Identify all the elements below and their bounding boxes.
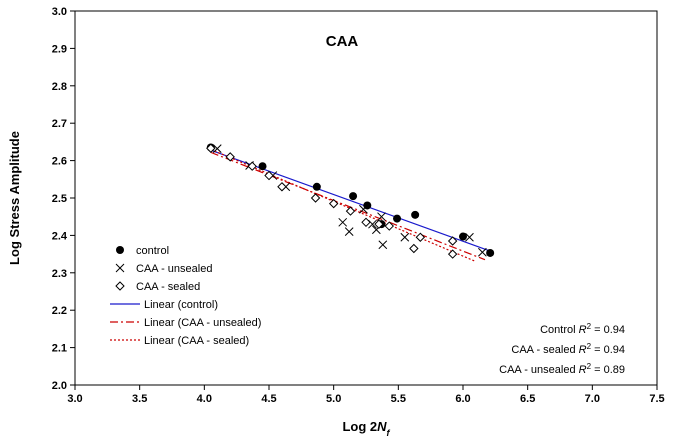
data-point-x xyxy=(359,204,368,214)
data-point-x xyxy=(338,217,348,227)
data-point-open-diamond xyxy=(328,198,339,209)
legend-marker xyxy=(115,281,125,291)
data-point-filled-circle xyxy=(312,182,321,191)
x-tick-label: 3.0 xyxy=(67,393,82,405)
legend-label: CAA - unsealed xyxy=(136,263,212,275)
x-axis-label: Log 2Nf xyxy=(342,419,390,436)
legend-label: Linear (CAA - unsealed) xyxy=(144,317,261,329)
r2-annotation: CAA - unsealed R2 = 0.89 xyxy=(499,362,625,377)
r2-annotation: Control R2 = 0.94 xyxy=(540,322,625,337)
x-tick-label: 3.5 xyxy=(132,393,147,405)
y-tick-label: 2.7 xyxy=(52,118,67,130)
data-point-x xyxy=(377,212,386,222)
x-tick-label: 7.5 xyxy=(649,393,664,405)
legend-marker xyxy=(116,246,124,254)
data-point-open-diamond xyxy=(247,161,257,171)
data-point-open-diamond xyxy=(374,219,384,229)
y-tick-label: 2.8 xyxy=(52,81,67,93)
data-point-filled-circle xyxy=(349,192,358,201)
data-point-filled-circle xyxy=(411,210,420,219)
y-tick-label: 3.0 xyxy=(52,6,67,18)
data-point-filled-circle xyxy=(258,162,267,171)
data-point-x xyxy=(344,227,354,237)
y-tick-label: 2.1 xyxy=(52,343,67,355)
data-point-open-diamond xyxy=(415,232,426,242)
y-tick-label: 2.5 xyxy=(52,193,67,205)
data-point-filled-circle xyxy=(459,232,467,241)
data-point-x xyxy=(212,144,222,153)
data-point-x xyxy=(478,247,487,257)
data-point-open-diamond xyxy=(447,249,458,259)
data-point-open-diamond xyxy=(447,236,458,246)
y-tick-label: 2.9 xyxy=(52,43,67,55)
data-point-open-diamond xyxy=(310,193,321,203)
data-point-x xyxy=(465,232,474,242)
data-point-open-diamond xyxy=(345,206,356,216)
r2-annotation: CAA - sealed R2 = 0.94 xyxy=(511,342,625,357)
chart-title: CAA xyxy=(326,33,359,50)
data-point-open-diamond xyxy=(277,182,287,192)
data-point-open-diamond xyxy=(225,152,235,162)
data-point-filled-circle xyxy=(486,248,495,257)
x-tick-label: 6.5 xyxy=(520,393,535,405)
x-tick-label: 7.0 xyxy=(585,393,600,405)
trendline-solid xyxy=(210,149,491,252)
x-tick-label: 4.5 xyxy=(261,393,276,405)
x-tick-label: 5.5 xyxy=(391,393,406,405)
x-tick-label: 4.0 xyxy=(197,393,212,405)
y-axis-label: Log Stress Amplitude xyxy=(7,131,22,265)
data-point-open-diamond xyxy=(409,243,419,254)
y-tick-label: 2.4 xyxy=(52,230,68,242)
data-point-x xyxy=(378,240,388,250)
data-point-x xyxy=(400,232,410,242)
data-point-open-diamond xyxy=(384,221,394,231)
legend-label: CAA - sealed xyxy=(136,281,200,293)
y-tick-label: 2.3 xyxy=(52,268,67,280)
y-tick-label: 2.6 xyxy=(52,156,67,168)
legend-label: Linear (CAA - sealed) xyxy=(144,335,249,347)
y-tick-label: 2.2 xyxy=(52,305,67,317)
x-tick-label: 5.0 xyxy=(326,393,341,405)
y-tick-label: 2.0 xyxy=(52,380,67,392)
trendline-dashdot xyxy=(210,151,486,261)
legend-label: control xyxy=(136,245,169,257)
data-point-open-diamond xyxy=(361,217,371,228)
x-tick-label: 6.0 xyxy=(455,393,470,405)
data-point-filled-circle xyxy=(393,214,402,223)
legend-marker xyxy=(115,263,125,273)
data-point-open-diamond xyxy=(206,143,216,153)
data-point-open-diamond xyxy=(264,170,274,181)
legend-label: Linear (control) xyxy=(144,299,218,311)
